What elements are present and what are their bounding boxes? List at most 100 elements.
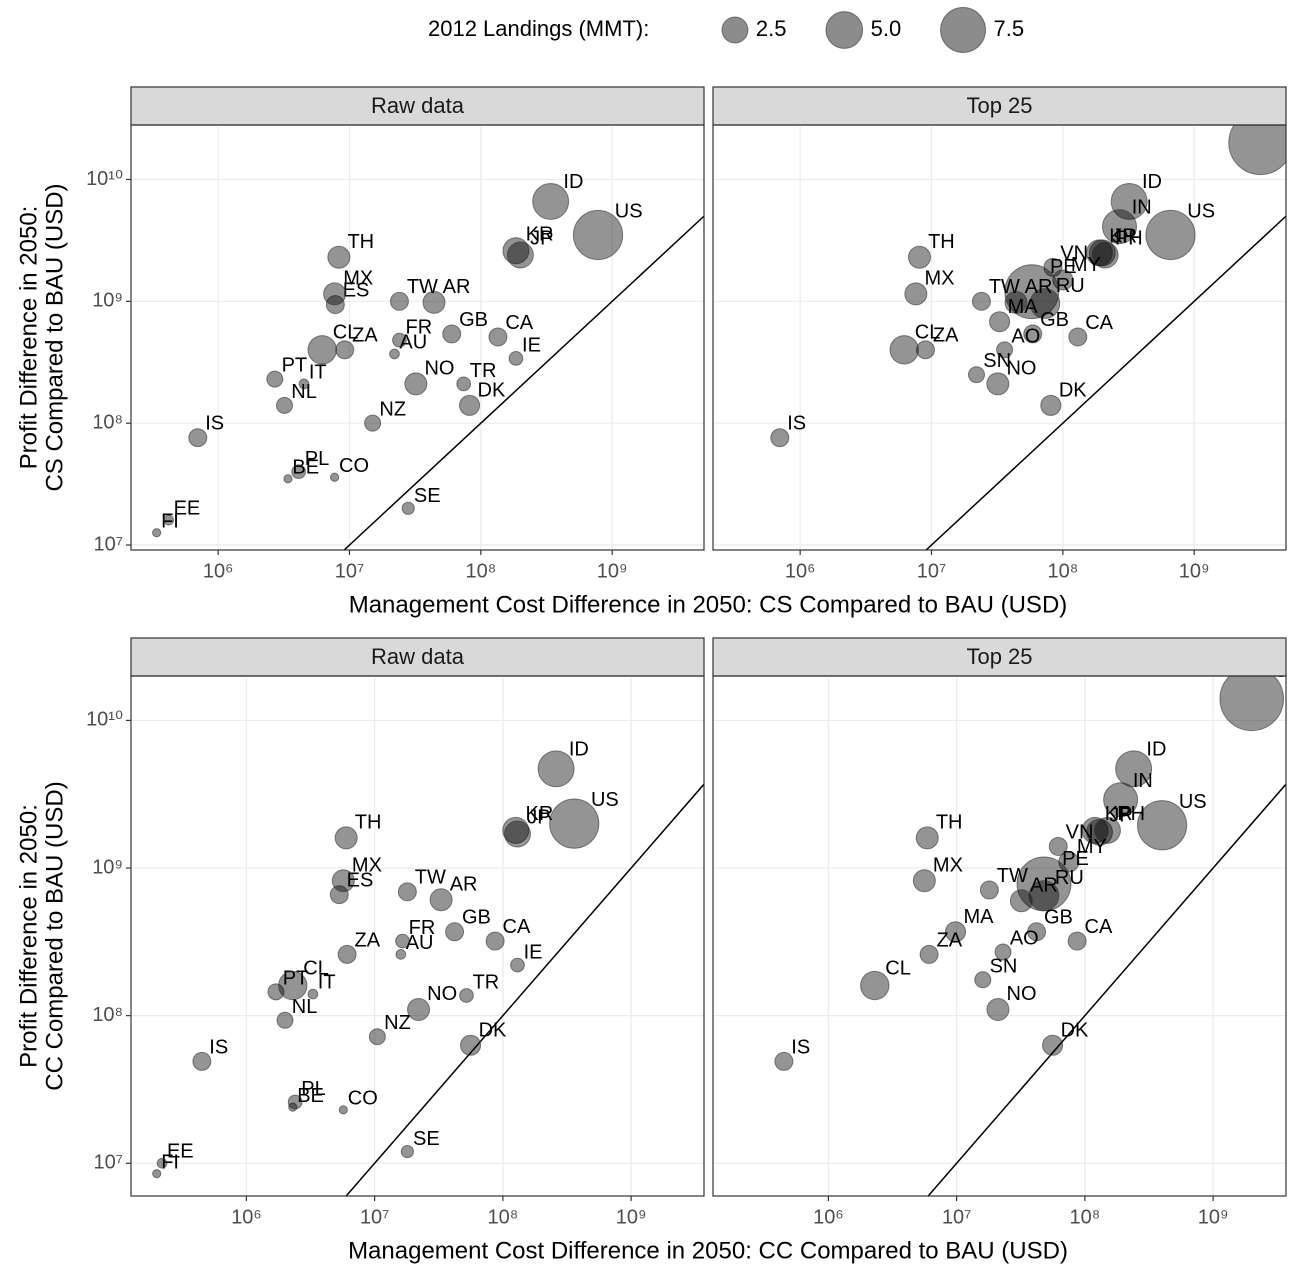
bubble	[549, 798, 600, 849]
point-label: KR	[1105, 803, 1133, 825]
point-label: EE	[167, 1141, 194, 1163]
bubble	[1081, 816, 1109, 844]
bubble	[919, 944, 939, 964]
point-label: TH	[928, 231, 955, 253]
strip	[712, 637, 1287, 677]
point-label: AU	[406, 932, 434, 954]
x-axis-title: Management Cost Difference in 2050: CS C…	[349, 591, 1068, 618]
panel-border	[130, 124, 705, 551]
bubble	[506, 241, 534, 269]
y-tick-label: 10⁹	[92, 856, 123, 878]
point-label: RU	[1056, 275, 1085, 297]
point-label: IN	[1133, 770, 1153, 792]
point-label: CL	[303, 957, 329, 979]
bubble	[395, 949, 407, 960]
point-label: NO	[427, 983, 457, 1005]
bubble	[458, 394, 481, 416]
bubble	[395, 933, 410, 949]
plot-area: CNIDINUSJPKRPHVNMYPERUTHMXTWARMAGBCAZACL…	[770, 125, 1286, 550]
strip	[130, 637, 705, 677]
bubble	[1102, 209, 1138, 245]
bubble	[364, 414, 382, 432]
point-label: ES	[343, 279, 370, 301]
panel-background	[713, 125, 1286, 550]
x-tick-label: 10⁷	[942, 1206, 971, 1228]
point-label: CA	[1085, 312, 1113, 334]
bubble	[429, 888, 453, 912]
point-label: CA	[503, 916, 531, 938]
point-label: RU	[1055, 867, 1084, 889]
bubble	[307, 335, 337, 365]
panel-border	[130, 675, 705, 1197]
bubble	[1042, 1034, 1064, 1056]
bubble	[502, 237, 530, 265]
bubble	[307, 988, 319, 1000]
y-tick-label: 10⁷	[94, 1152, 123, 1174]
point-label: TR	[470, 360, 497, 382]
strip	[712, 86, 1287, 126]
point-label: IE	[522, 335, 541, 357]
x-tick-label: 10⁶	[813, 1206, 843, 1228]
point-label: AR	[1025, 276, 1053, 298]
point-label: PT	[283, 967, 309, 989]
point-label: ID	[569, 738, 589, 760]
x-tick-label: 10⁷	[335, 560, 364, 582]
bubble	[974, 971, 992, 989]
bubble	[504, 820, 531, 848]
bubble	[907, 245, 931, 269]
bubble	[329, 885, 349, 905]
bubble	[916, 340, 935, 360]
bubble	[1004, 290, 1028, 314]
point-label: SE	[414, 485, 441, 507]
point-label: CL	[915, 322, 941, 344]
point-label: VN	[1066, 821, 1094, 843]
point-label: AR	[450, 873, 478, 895]
bubble	[488, 327, 508, 347]
point-label: CA	[505, 312, 533, 334]
point-label: SN	[983, 350, 1011, 372]
bubble	[283, 474, 293, 484]
bubble	[986, 372, 1010, 396]
bubble	[1067, 931, 1087, 951]
identity-line	[927, 783, 1286, 1196]
point-label: ID	[1146, 738, 1166, 760]
bubble	[404, 372, 428, 396]
bubble	[338, 1105, 348, 1115]
point-label: PH	[1115, 228, 1143, 250]
point-label: MA	[1008, 296, 1039, 318]
x-tick-label: 10⁸	[1048, 560, 1079, 582]
point-label: CO	[348, 1088, 378, 1110]
bubble	[445, 922, 465, 942]
x-tick-label: 10⁹	[1179, 560, 1210, 582]
x-tick-label: 10⁸	[488, 1206, 519, 1228]
panel-background	[131, 125, 704, 550]
bubble	[291, 464, 307, 480]
x-tick-label: 10⁶	[203, 560, 233, 582]
bubble	[537, 750, 575, 788]
bubble	[1029, 288, 1061, 319]
point-label: AU	[399, 331, 427, 353]
bubble	[334, 826, 358, 850]
x-tick-label: 10⁹	[1198, 1206, 1229, 1228]
point-label: FR	[406, 316, 433, 338]
bubble	[979, 880, 999, 900]
point-label: JP	[530, 228, 553, 250]
bubble	[401, 501, 415, 515]
point-label: AR	[1030, 874, 1058, 896]
bubble	[1145, 209, 1196, 261]
point-label: BE	[297, 1085, 324, 1107]
point-label: TW	[997, 865, 1028, 887]
point-label: FR	[409, 917, 436, 939]
bubble	[860, 970, 890, 1001]
x-tick-label: 10⁷	[917, 560, 946, 582]
point-label: GB	[459, 309, 488, 331]
identity-line	[343, 215, 704, 550]
point-label: US	[1187, 201, 1215, 223]
point-label: TW	[415, 867, 446, 889]
y-tick-label: 10¹⁰	[86, 168, 123, 190]
point-label: GB	[1040, 309, 1069, 331]
point-label: BE	[292, 457, 319, 479]
bubble	[989, 311, 1011, 333]
bubble	[278, 970, 308, 1001]
